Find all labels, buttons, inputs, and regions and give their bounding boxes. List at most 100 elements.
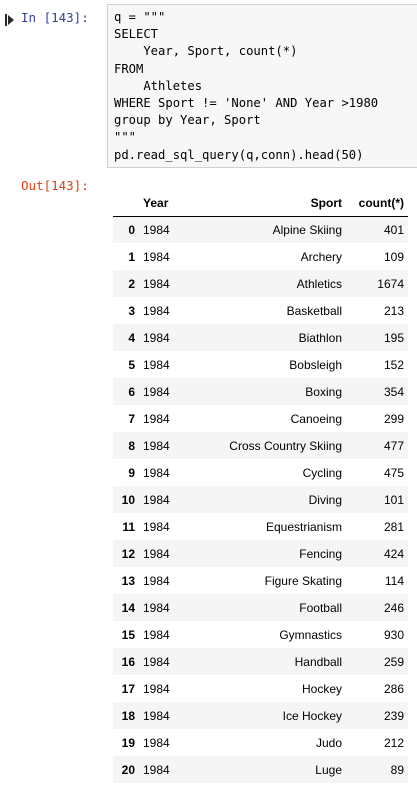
cell-count: 195	[383, 330, 404, 345]
code-line: Athletes	[114, 78, 203, 93]
table-row: 20 1984 Luge 89	[113, 756, 408, 783]
cell-sport: Alpine Skiing	[272, 222, 342, 237]
row-index: 9	[128, 465, 135, 480]
cell-year: 1984	[143, 492, 170, 507]
cell-count: 354	[383, 384, 404, 399]
cell-year: 1984	[143, 357, 170, 372]
table-row: 12 1984 Fencing 424	[113, 540, 408, 567]
row-index: 6	[128, 384, 135, 399]
cell-year: 1984	[143, 465, 170, 480]
cell-count: 477	[383, 438, 404, 453]
cell-year: 1984	[143, 573, 170, 588]
cell-count: 930	[383, 627, 404, 642]
table-row: 4 1984 Biathlon 195	[113, 324, 408, 351]
row-index: 8	[128, 438, 135, 453]
row-index: 1	[128, 249, 135, 264]
code-line: group by Year, Sport	[114, 113, 261, 128]
code-line: Year, Sport, count(*)	[114, 44, 298, 59]
cell-year: 1984	[143, 303, 170, 318]
code-line: pd.read_sql_query(q,conn).head(50)	[114, 147, 364, 162]
cell-sport: Archery	[300, 249, 342, 264]
header-sport: Sport	[198, 190, 348, 217]
cell-count: 109	[383, 249, 404, 264]
cell-count: 475	[383, 465, 404, 480]
row-index: 20	[121, 762, 135, 777]
cell-year: 1984	[143, 276, 170, 291]
cell-count: 212	[383, 735, 404, 750]
table-row: 1 1984 Archery 109	[113, 243, 408, 270]
cell-sport: Ice Hockey	[282, 708, 342, 723]
table-row: 2 1984 Athletics 1674	[113, 270, 408, 297]
cell-count: 89	[390, 762, 404, 777]
cell-count: 281	[383, 519, 404, 534]
cell-count: 424	[383, 546, 404, 561]
table-row: 5 1984 Bobsleigh 152	[113, 351, 408, 378]
table-row: 8 1984 Cross Country Skiing 477	[113, 432, 408, 459]
header-year: Year	[141, 190, 198, 217]
row-index: 5	[128, 357, 135, 372]
cell-year: 1984	[143, 249, 170, 264]
cell-year: 1984	[143, 438, 170, 453]
row-index: 7	[128, 411, 135, 426]
cell-year: 1984	[143, 627, 170, 642]
table-body: 0 1984 Alpine Skiing 401 1 1984 Archery 109 2 198…	[113, 216, 408, 783]
row-index: 11	[122, 519, 135, 534]
cell-year: 1984	[143, 222, 170, 237]
cell-year: 1984	[143, 384, 170, 399]
row-index: 4	[128, 330, 135, 345]
table-row: 13 1984 Figure Skating 114	[113, 567, 408, 594]
row-index: 16	[121, 654, 135, 669]
cell-sport: Fencing	[299, 546, 342, 561]
input-prompt: In [143]:	[21, 10, 89, 25]
code-editor[interactable]: q = """ SELECT Year, Sport, count(*) FROM …	[107, 4, 417, 168]
cell-sport: Boxing	[305, 384, 342, 399]
table-row: 19 1984 Judo 212	[113, 729, 408, 756]
cell-sport: Bobsleigh	[289, 357, 342, 372]
row-index: 10	[121, 492, 135, 507]
cell-sport: Cross Country Skiing	[229, 438, 342, 453]
cell-count: 152	[383, 357, 404, 372]
cell-sport: Figure Skating	[264, 573, 342, 588]
cell-count: 213	[383, 303, 404, 318]
code-line: """	[114, 130, 137, 145]
output-prompt: Out[143]:	[21, 178, 89, 193]
row-index: 13	[121, 573, 135, 588]
table-row: 17 1984 Hockey 286	[113, 675, 408, 702]
table-header: Year Sport count(*)	[113, 190, 408, 217]
cell-sport: Diving	[308, 492, 342, 507]
cell-count: 1674	[377, 276, 404, 291]
cell-sport: Cycling	[302, 465, 342, 480]
table-row: 3 1984 Basketball 213	[113, 297, 408, 324]
cell-count: 239	[383, 708, 404, 723]
row-index: 0	[128, 222, 135, 237]
cell-year: 1984	[143, 762, 170, 777]
header-row: Year Sport count(*)	[113, 190, 408, 217]
cell-year: 1984	[143, 330, 170, 345]
table-row: 18 1984 Ice Hockey 239	[113, 702, 408, 729]
cell-sport: Biathlon	[298, 330, 342, 345]
cell-sport: Hockey	[301, 681, 342, 696]
cell-count: 401	[383, 222, 404, 237]
cell-count: 259	[383, 654, 404, 669]
dataframe-table: Year Sport count(*) 0 1984 Alpine Skiing 40…	[113, 190, 408, 783]
row-index: 12	[121, 546, 135, 561]
cell-year: 1984	[143, 546, 170, 561]
cell-year: 1984	[143, 600, 170, 615]
cell-sport: Judo	[315, 735, 342, 750]
code-text: q = """ SELECT Year, Sport, count(*) FROM …	[108, 5, 417, 164]
code-line: SELECT	[114, 27, 159, 42]
row-index: 19	[121, 735, 135, 750]
table-row: 14 1984 Football 246	[113, 594, 408, 621]
header-count: count(*)	[348, 190, 408, 217]
cell-count: 114	[384, 573, 404, 588]
run-cell-icon[interactable]	[5, 14, 14, 26]
cell-year: 1984	[143, 654, 170, 669]
cell-year: 1984	[143, 519, 170, 534]
cell-count: 101	[383, 492, 404, 507]
table-row: 16 1984 Handball 259	[113, 648, 408, 675]
cell-year: 1984	[143, 735, 170, 750]
header-index	[113, 190, 141, 217]
row-index: 15	[121, 627, 135, 642]
cell-sport: Athletics	[296, 276, 342, 291]
